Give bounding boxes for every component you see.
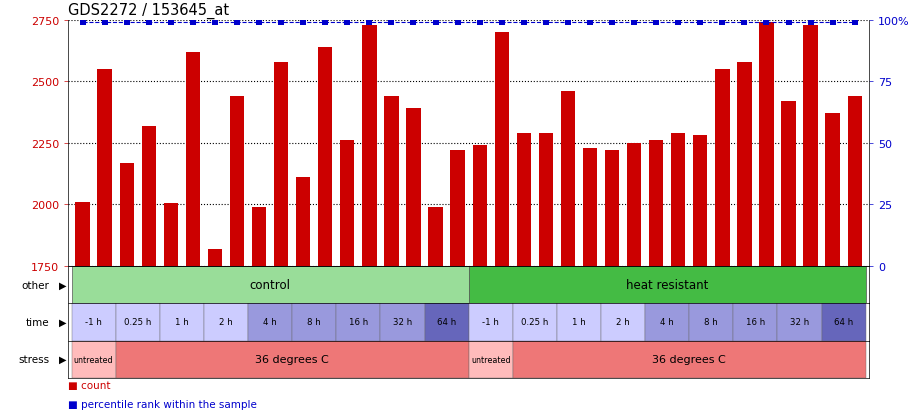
Text: 4 h: 4 h <box>661 318 674 327</box>
Text: 16 h: 16 h <box>349 318 368 327</box>
Bar <box>689 304 733 341</box>
Text: 1 h: 1 h <box>572 318 586 327</box>
Bar <box>116 341 469 378</box>
Bar <box>119 163 134 266</box>
Bar <box>142 126 156 266</box>
Text: 8 h: 8 h <box>704 318 718 327</box>
Bar <box>512 341 865 378</box>
Text: control: control <box>249 278 290 292</box>
Bar <box>557 304 601 341</box>
Text: 1 h: 1 h <box>175 318 188 327</box>
Bar <box>782 102 795 266</box>
Bar <box>97 70 112 266</box>
Text: 32 h: 32 h <box>393 318 412 327</box>
Text: 2 h: 2 h <box>616 318 630 327</box>
Bar <box>340 141 355 266</box>
Bar <box>72 341 116 378</box>
Bar <box>186 52 200 266</box>
Text: -1 h: -1 h <box>86 318 102 327</box>
Bar <box>512 304 557 341</box>
Bar <box>825 114 840 266</box>
Bar <box>116 304 160 341</box>
Bar <box>645 304 689 341</box>
Bar <box>847 97 862 266</box>
Bar <box>627 143 642 266</box>
Bar <box>693 136 707 266</box>
Bar <box>362 26 377 266</box>
Text: 32 h: 32 h <box>790 318 809 327</box>
Bar <box>248 304 292 341</box>
Text: ▶: ▶ <box>59 354 66 364</box>
Bar <box>715 70 730 266</box>
Text: heat resistant: heat resistant <box>626 278 708 292</box>
Text: other: other <box>22 280 49 290</box>
Bar <box>407 109 420 266</box>
Text: 64 h: 64 h <box>437 318 456 327</box>
Bar <box>380 304 425 341</box>
Bar <box>737 62 752 266</box>
Bar <box>601 304 645 341</box>
Bar <box>450 151 465 266</box>
Bar <box>494 33 509 266</box>
Bar <box>274 62 288 266</box>
Bar <box>561 92 575 266</box>
Text: untreated: untreated <box>74 355 114 364</box>
Text: stress: stress <box>18 354 49 364</box>
Text: 16 h: 16 h <box>746 318 765 327</box>
Text: untreated: untreated <box>470 355 511 364</box>
Bar <box>204 304 248 341</box>
Text: -1 h: -1 h <box>482 318 500 327</box>
Text: 64 h: 64 h <box>834 318 854 327</box>
Bar <box>160 304 204 341</box>
Text: GDS2272 / 153645_at: GDS2272 / 153645_at <box>68 3 229 19</box>
Bar <box>804 26 818 266</box>
Text: ▶: ▶ <box>59 317 66 327</box>
Bar <box>76 202 90 266</box>
Bar <box>207 249 222 266</box>
Bar <box>605 151 619 266</box>
Bar <box>72 304 116 341</box>
Bar <box>252 207 267 266</box>
Bar <box>517 134 531 266</box>
Bar <box>384 97 399 266</box>
Bar <box>292 304 337 341</box>
Bar <box>429 207 443 266</box>
Bar <box>759 23 774 266</box>
Bar <box>469 341 512 378</box>
Text: 0.25 h: 0.25 h <box>521 318 549 327</box>
Text: 8 h: 8 h <box>308 318 321 327</box>
Bar <box>649 141 663 266</box>
Bar <box>318 47 332 266</box>
Bar <box>469 304 512 341</box>
Text: ▶: ▶ <box>59 280 66 290</box>
Bar <box>72 266 469 304</box>
Bar <box>472 146 487 266</box>
Text: 0.25 h: 0.25 h <box>124 318 151 327</box>
Bar <box>733 304 777 341</box>
Text: 2 h: 2 h <box>219 318 233 327</box>
Bar <box>539 134 553 266</box>
Text: 36 degrees C: 36 degrees C <box>652 354 726 364</box>
Bar <box>230 97 244 266</box>
Text: ■ count: ■ count <box>68 380 111 390</box>
Bar <box>337 304 380 341</box>
Text: ■ percentile rank within the sample: ■ percentile rank within the sample <box>68 399 258 409</box>
Bar <box>469 266 865 304</box>
Bar <box>425 304 469 341</box>
Text: 4 h: 4 h <box>263 318 277 327</box>
Bar <box>777 304 822 341</box>
Bar <box>296 178 310 266</box>
Bar <box>822 304 865 341</box>
Bar <box>582 148 597 266</box>
Text: time: time <box>25 317 49 327</box>
Text: 36 degrees C: 36 degrees C <box>256 354 329 364</box>
Bar <box>671 134 685 266</box>
Bar <box>164 204 178 266</box>
